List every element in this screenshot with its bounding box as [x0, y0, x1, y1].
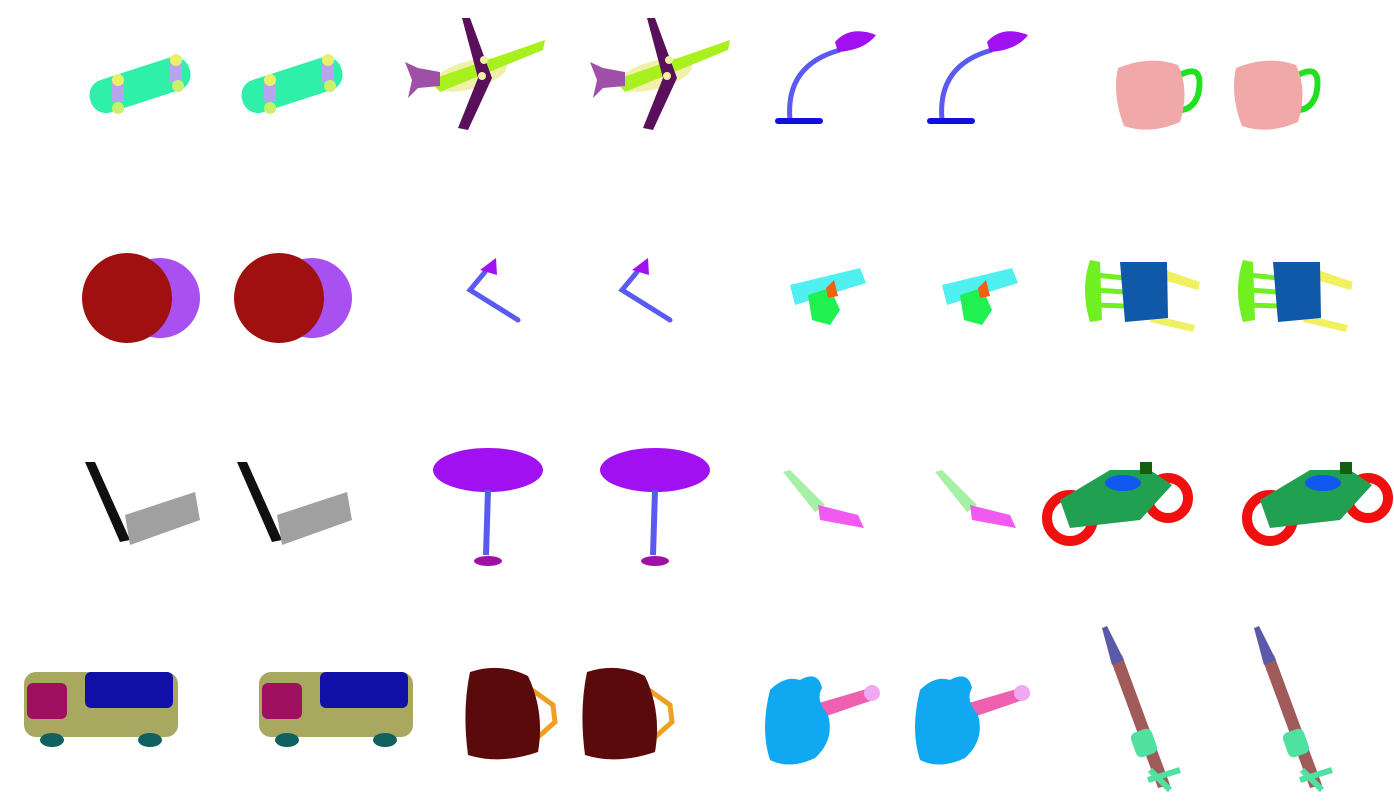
- segmentation-object: [465, 668, 555, 760]
- segmentation-object: [1247, 462, 1388, 541]
- segmentation-object: [85, 52, 195, 118]
- segmentation-object: [1102, 626, 1180, 790]
- segmentation-object: [590, 18, 730, 130]
- segmentation-object: [790, 268, 866, 325]
- segmentation-object: [237, 52, 347, 118]
- segmentation-object: [600, 448, 710, 566]
- segmentation-object: [234, 253, 352, 343]
- segmentation-object: [942, 268, 1018, 325]
- segmentation-object: [259, 672, 413, 747]
- segmentation-object: [1085, 260, 1200, 332]
- segmentation-object: [582, 668, 672, 760]
- segmentation-object: [765, 676, 880, 765]
- segmentation-object: [1254, 626, 1332, 790]
- segmentation-object: [783, 470, 864, 528]
- segmentation-object: [622, 258, 670, 320]
- segmentation-object: [915, 676, 1030, 765]
- segmentation-object: [1047, 462, 1188, 541]
- segmentation-object: [1234, 61, 1318, 130]
- segmentation-object: [927, 31, 1028, 124]
- segmentation-object: [433, 448, 543, 566]
- segmentation-object: [24, 672, 178, 747]
- segmentation-object: [85, 462, 200, 545]
- segmentation-object: [470, 258, 518, 320]
- segmentation-object: [405, 18, 545, 130]
- segmentation-object: [1116, 61, 1200, 130]
- segmentation-object: [237, 462, 352, 545]
- segmentation-object: [82, 253, 200, 343]
- segmentation-object: [935, 470, 1016, 528]
- segmentation-object: [775, 31, 876, 124]
- segmentation-object: [1238, 260, 1353, 332]
